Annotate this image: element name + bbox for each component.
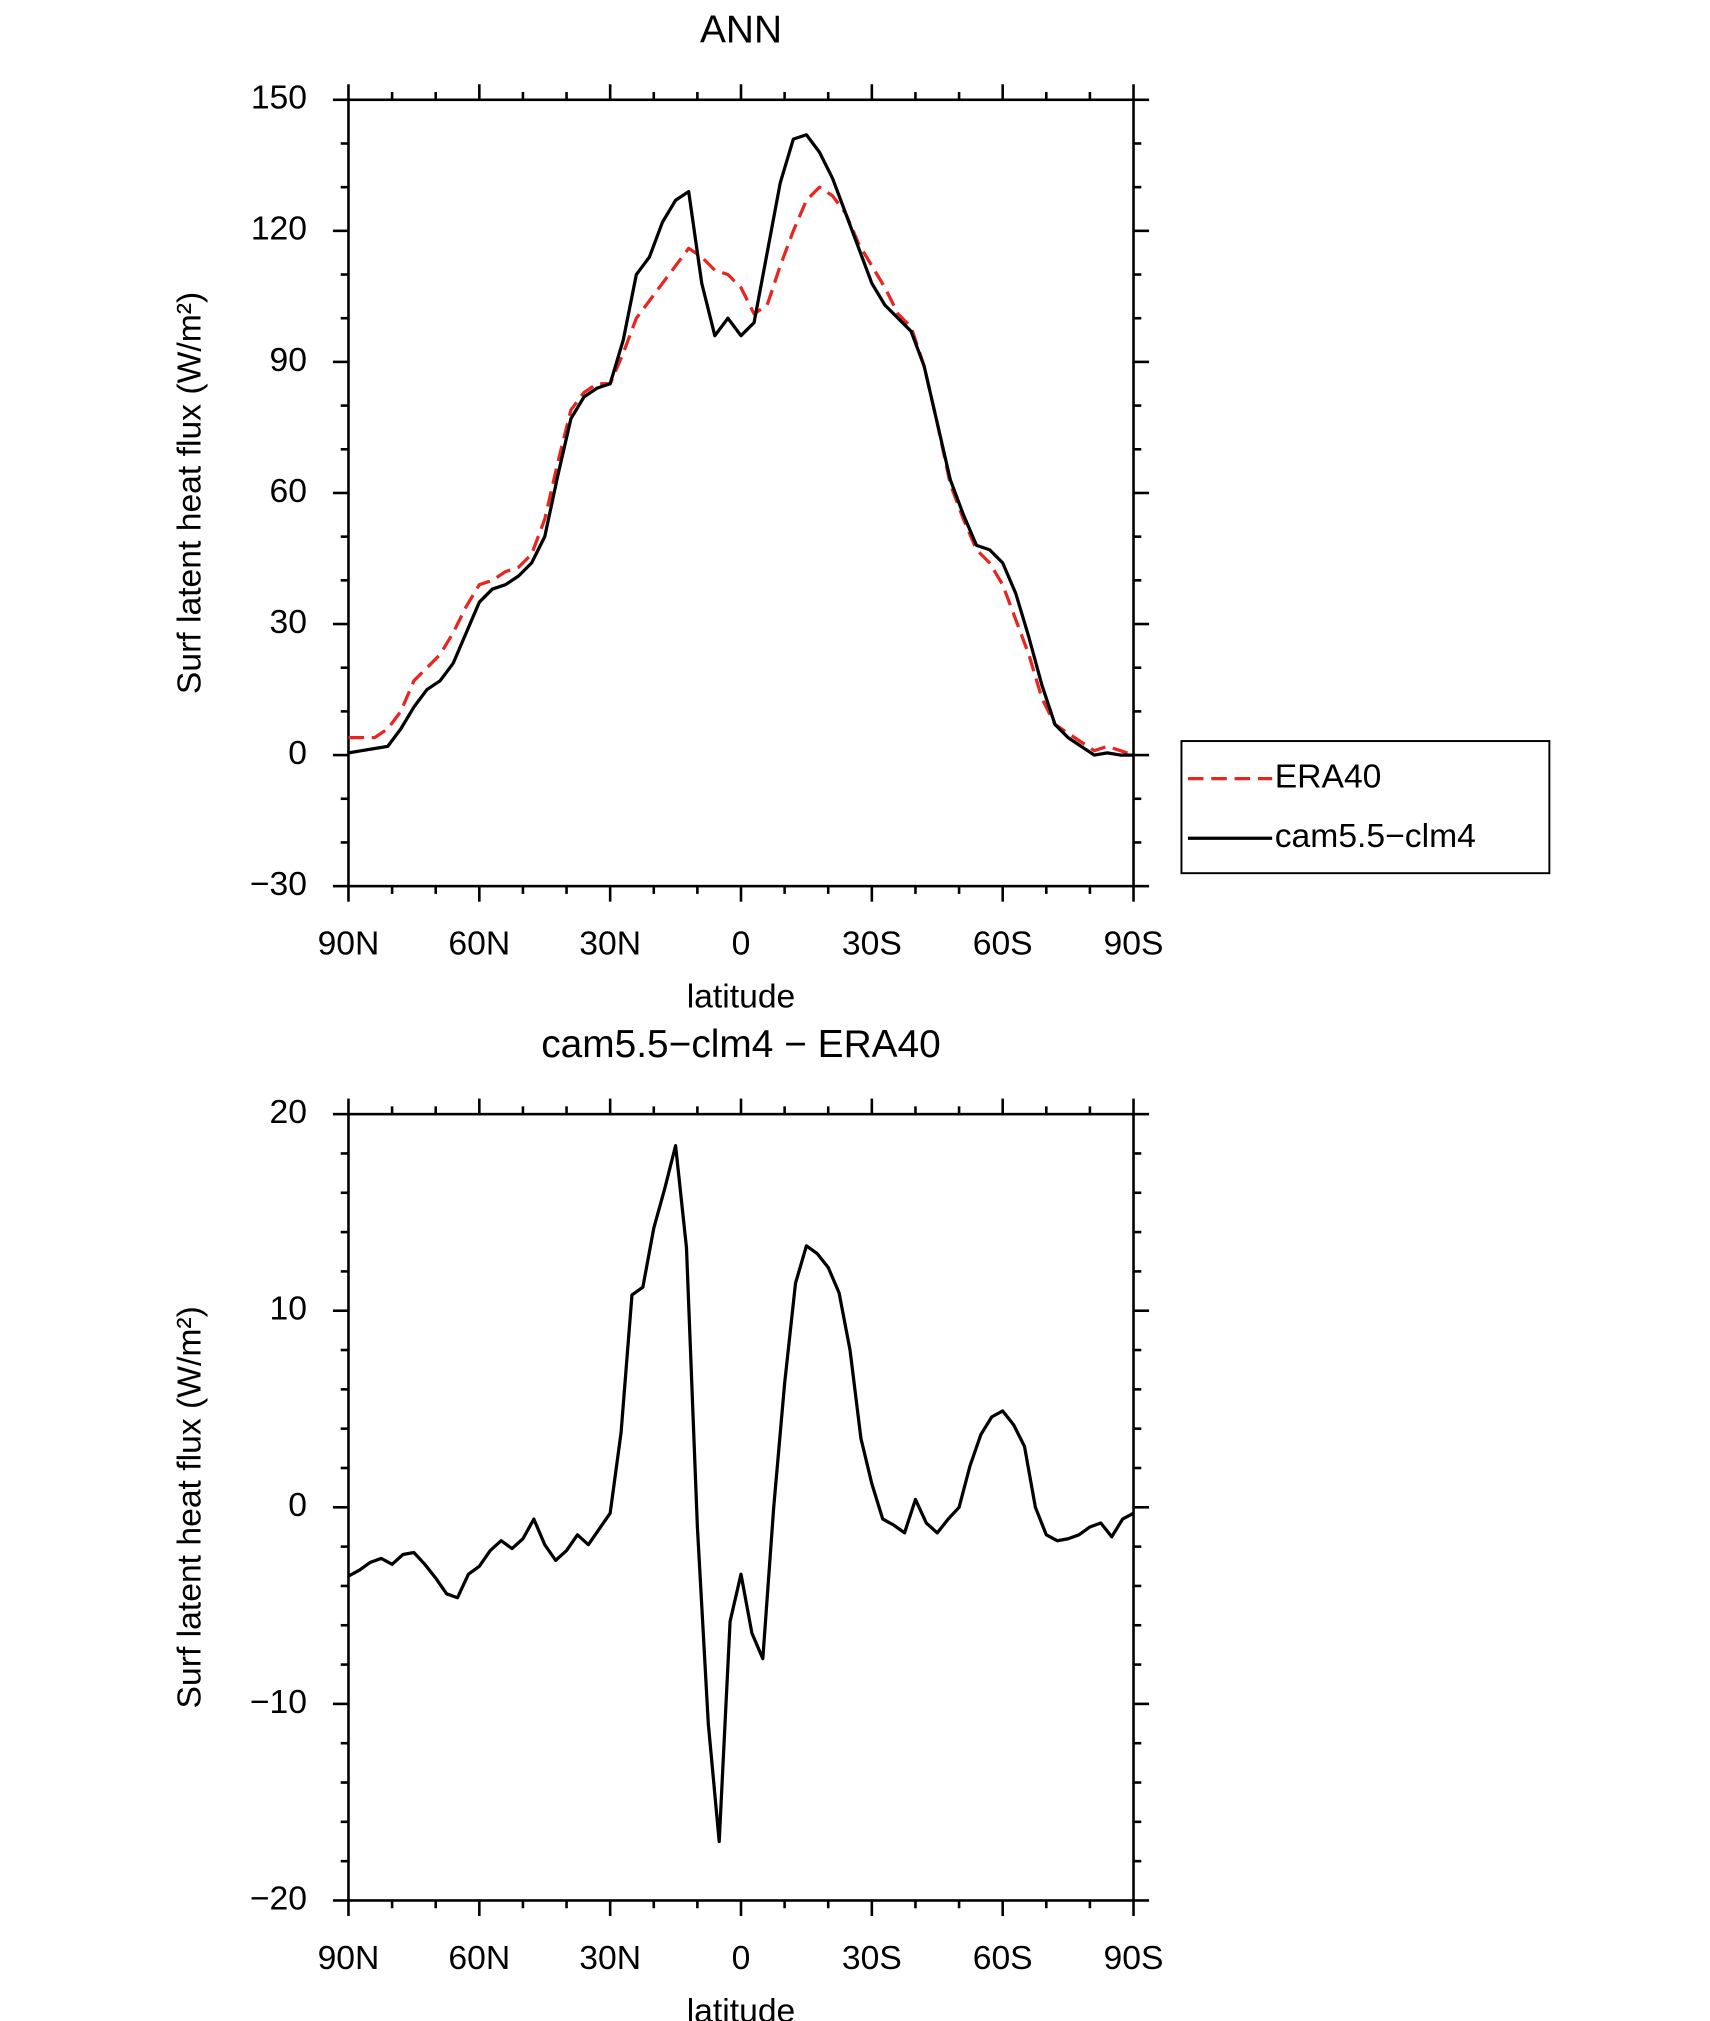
- y-tick-label: −30: [250, 866, 307, 903]
- x-axis-label: latitude: [687, 1993, 796, 2021]
- x-tick-label: 30N: [579, 1940, 641, 1977]
- x-tick-label: 60N: [448, 1940, 510, 1977]
- legend-box: [1180, 740, 1551, 875]
- y-tick-label: 0: [288, 735, 307, 772]
- plot-frame: [347, 98, 1135, 888]
- x-tick-label: 90N: [318, 1940, 380, 1977]
- x-tick-label: 0: [732, 1940, 751, 1977]
- chart-title: cam5.5−clm4 − ERA40: [541, 1023, 941, 1066]
- y-tick-label: 60: [270, 473, 307, 510]
- x-tick-label: 0: [732, 926, 751, 963]
- x-tick-label: 60N: [448, 926, 510, 963]
- x-tick-label: 90S: [1104, 1940, 1164, 1977]
- x-tick-label: 30N: [579, 926, 641, 963]
- data-line: [348, 185, 1135, 757]
- y-axis-label: Surf latent heat flux (W/m²): [172, 292, 209, 694]
- y-tick-label: 90: [270, 342, 307, 379]
- x-tick-label: 60S: [973, 926, 1033, 963]
- legend-label: cam5.5−clm4: [1275, 818, 1476, 855]
- y-tick-label: −10: [250, 1684, 307, 1721]
- data-line: [348, 133, 1134, 757]
- x-tick-label: 30S: [842, 926, 902, 963]
- y-tick-label: 120: [251, 211, 307, 248]
- data-line: [347, 1143, 1135, 1844]
- x-tick-label: 30S: [842, 1940, 902, 1977]
- y-tick-label: 30: [270, 604, 307, 641]
- x-axis-label: latitude: [687, 979, 796, 1016]
- legend-label: ERA40: [1275, 759, 1382, 796]
- y-tick-label: −20: [250, 1880, 307, 1917]
- plot-frame: [347, 1112, 1135, 1902]
- chart-title: ANN: [700, 9, 782, 52]
- x-tick-label: 90S: [1104, 926, 1164, 963]
- x-tick-label: 90N: [318, 926, 380, 963]
- x-tick-label: 60S: [973, 1940, 1033, 1977]
- y-tick-label: 150: [251, 80, 307, 117]
- y-axis-label: Surf latent heat flux (W/m²): [172, 1306, 209, 1708]
- y-tick-label: 10: [270, 1291, 307, 1328]
- y-tick-label: 20: [270, 1094, 307, 1131]
- y-tick-label: 0: [288, 1487, 307, 1524]
